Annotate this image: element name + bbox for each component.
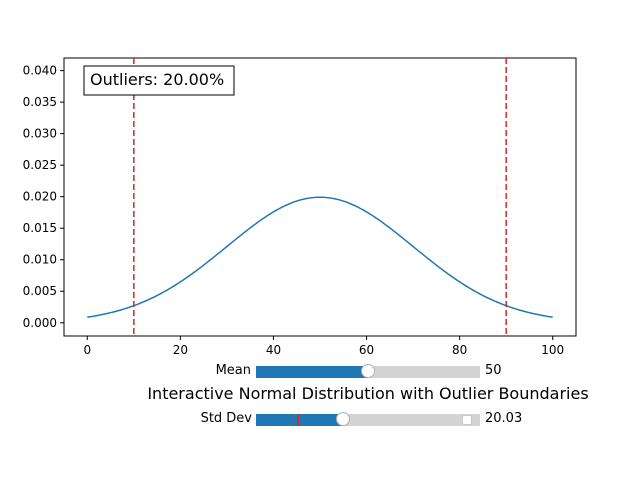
x-tick-label: 100 xyxy=(541,343,564,357)
mean-slider-label: Mean xyxy=(215,363,251,378)
annotation-box xyxy=(83,65,235,96)
x-tick-label: 80 xyxy=(452,343,467,357)
std-slider-fill xyxy=(256,414,343,426)
std-slider-handle[interactable] xyxy=(336,412,350,426)
y-tick-label: 0.035 xyxy=(23,95,57,109)
y-tick-label: 0.040 xyxy=(23,64,57,78)
x-tick-label: 20 xyxy=(173,343,188,357)
mean-slider-handle[interactable] xyxy=(361,364,375,378)
chart-title: Interactive Normal Distribution with Out… xyxy=(147,384,589,403)
y-tick-label: 0.005 xyxy=(23,284,57,298)
y-tick-label: 0.000 xyxy=(23,316,57,330)
std-slider-value: 20.03 xyxy=(485,411,523,426)
std-slider-initial-marker xyxy=(297,414,299,426)
y-tick-label: 0.015 xyxy=(23,221,57,235)
y-tick-label: 0.030 xyxy=(23,127,57,141)
mean-slider-value: 50 xyxy=(485,363,502,378)
series-normal-curve xyxy=(87,196,553,318)
std-slider-max-marker xyxy=(462,415,472,425)
annotation-text: Outliers: 20.00% xyxy=(90,70,224,89)
x-tick-label: 40 xyxy=(266,343,281,357)
mean-slider[interactable] xyxy=(256,364,480,378)
y-tick-label: 0.010 xyxy=(23,253,57,267)
std-slider[interactable] xyxy=(256,412,480,426)
std-slider-label: Std Dev xyxy=(200,411,252,426)
mean-slider-fill xyxy=(256,366,368,378)
x-tick-label: 0 xyxy=(83,343,91,357)
x-tick-label: 60 xyxy=(359,343,374,357)
y-tick-label: 0.020 xyxy=(23,190,57,204)
y-tick-label: 0.025 xyxy=(23,158,57,172)
